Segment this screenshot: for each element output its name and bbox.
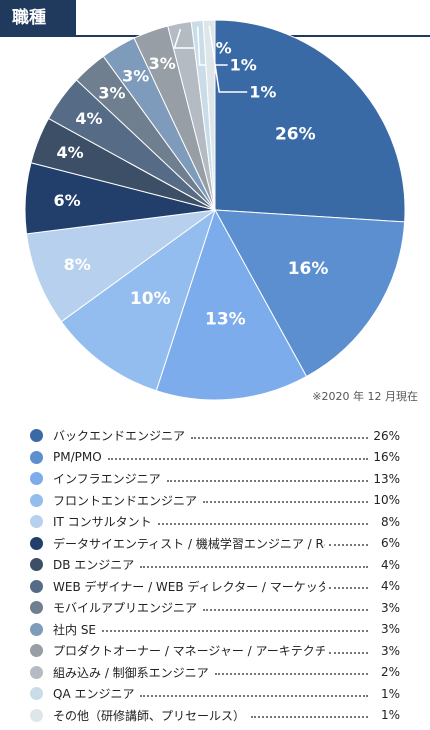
legend-swatch <box>30 515 43 529</box>
chart-title: 職種 <box>0 0 76 37</box>
legend-value: 3% <box>380 643 400 658</box>
legend-label: インフラエンジニア <box>53 472 161 487</box>
legend-value: 6% <box>380 536 400 551</box>
slice-leader-line <box>196 26 228 66</box>
slice-label: 10% <box>130 289 171 309</box>
slice-leader-line <box>208 25 248 93</box>
legend-swatch <box>30 622 43 636</box>
legend-swatch <box>30 665 43 679</box>
legend-label: PM/PMO <box>53 450 102 465</box>
legend-item: インフラエンジニア 13% <box>30 468 400 490</box>
legend-label: IT コンサルタント <box>53 515 152 530</box>
slice-label: 1% <box>249 83 276 102</box>
legend-leader-dots <box>203 608 368 611</box>
legend-leader-dots <box>329 587 368 590</box>
slice-label: 3% <box>149 54 176 73</box>
legend-swatch <box>30 708 43 722</box>
legend-leader-dots <box>251 716 368 719</box>
as-of-note: ※2020 年 12 月現在 <box>312 390 418 403</box>
legend-value: 4% <box>380 557 400 572</box>
legend-leader-dots <box>107 458 368 461</box>
legend-value: 13% <box>373 471 400 486</box>
legend-label: 組み込み / 制御系エンジニア <box>53 665 209 680</box>
legend-swatch <box>30 429 43 443</box>
pie-slice <box>202 19 216 211</box>
legend-label: DB エンジニア <box>53 558 135 573</box>
legend-leader-dots <box>329 651 368 654</box>
legend-item: データサイエンティスト / 機械学習エンジニア / R&D 6% <box>30 533 400 555</box>
pie-chart: 26%16%13%10%8%6%4%4%3%3%3%2%1%1% <box>24 19 406 400</box>
legend-label: モバイルアプリエンジニア <box>53 601 198 616</box>
legend-item: モバイルアプリエンジニア 3% <box>30 597 400 619</box>
legend-label: バックエンドエンジニア <box>53 429 186 444</box>
legend-leader-dots <box>140 694 368 697</box>
slice-label: 3% <box>122 66 149 85</box>
legend-item: QA エンジニア 1% <box>30 683 400 705</box>
legend-value: 1% <box>380 708 400 723</box>
legend-value: 3% <box>380 600 400 615</box>
legend-leader-dots <box>102 630 368 633</box>
pie-slice <box>25 209 216 323</box>
pie-slice <box>214 19 406 223</box>
pie-slice <box>60 208 216 392</box>
legend-item: IT コンサルタント 8% <box>30 511 400 533</box>
legend-swatch <box>30 450 43 464</box>
legend-label: フロントエンドエンジニア <box>53 493 198 508</box>
legend-item: プロダクトオーナー / マネージャー / アーキテクチャ 3% <box>30 640 400 662</box>
legend-label: QA エンジニア <box>53 687 135 702</box>
legend-label: WEB デザイナー / WEB ディレクター / マーケッター <box>53 579 325 594</box>
legend-item: WEB デザイナー / WEB ディレクター / マーケッター 4% <box>30 576 400 598</box>
legend-label: データサイエンティスト / 機械学習エンジニア / R&D <box>53 536 325 551</box>
legend-value: 26% <box>373 428 400 443</box>
slice-label: 4% <box>57 143 84 162</box>
slice-leader-line <box>173 28 203 49</box>
legend-swatch <box>30 558 43 572</box>
legend-value: 3% <box>380 622 400 637</box>
legend-leader-dots <box>191 436 368 439</box>
slice-label: 3% <box>98 84 125 103</box>
legend-swatch <box>30 644 43 658</box>
legend-value: 1% <box>380 686 400 701</box>
legend-swatch <box>30 493 43 507</box>
legend-swatch <box>30 687 43 701</box>
legend-leader-dots <box>157 522 368 525</box>
legend-swatch <box>30 536 43 550</box>
legend-value: 4% <box>380 579 400 594</box>
legend-item: その他（研修講師、プリセールス） 1% <box>30 705 400 727</box>
legend-label: プロダクトオーナー / マネージャー / アーキテクチャ <box>53 644 325 659</box>
legend-leader-dots <box>166 479 368 482</box>
legend-leader-dots <box>214 673 368 676</box>
legend-leader-dots <box>140 565 368 568</box>
legend-swatch <box>30 601 43 615</box>
legend-item: 社内 SE 3% <box>30 619 400 641</box>
slice-label: 8% <box>64 255 91 274</box>
legend-item: バックエンドエンジニア 26% <box>30 425 400 447</box>
legend-swatch <box>30 472 43 486</box>
legend-item: フロントエンドエンジニア 10% <box>30 490 400 512</box>
pie-slice <box>214 209 406 378</box>
legend: バックエンドエンジニア 26% PM/PMO 16% インフラエンジニア 13% フロントエ… <box>30 425 400 726</box>
slice-label: 26% <box>275 125 316 145</box>
legend-leader-dots <box>329 544 368 547</box>
legend-value: 10% <box>373 493 400 508</box>
slice-label: 13% <box>205 310 246 330</box>
slice-label: 16% <box>288 259 329 279</box>
legend-value: 8% <box>380 514 400 529</box>
pie-slice <box>155 208 308 400</box>
legend-swatch <box>30 579 43 593</box>
legend-value: 2% <box>380 665 400 680</box>
slice-label: 4% <box>75 109 102 128</box>
slice-label: 1% <box>230 56 257 75</box>
legend-item: PM/PMO 16% <box>30 447 400 469</box>
slice-label: 6% <box>54 191 81 210</box>
legend-value: 16% <box>373 450 400 465</box>
legend-item: DB エンジニア 4% <box>30 554 400 576</box>
legend-label: 社内 SE <box>53 622 97 637</box>
legend-leader-dots <box>203 501 368 504</box>
legend-item: 組み込み / 制御系エンジニア 2% <box>30 662 400 684</box>
legend-label: その他（研修講師、プリセールス） <box>53 708 246 723</box>
